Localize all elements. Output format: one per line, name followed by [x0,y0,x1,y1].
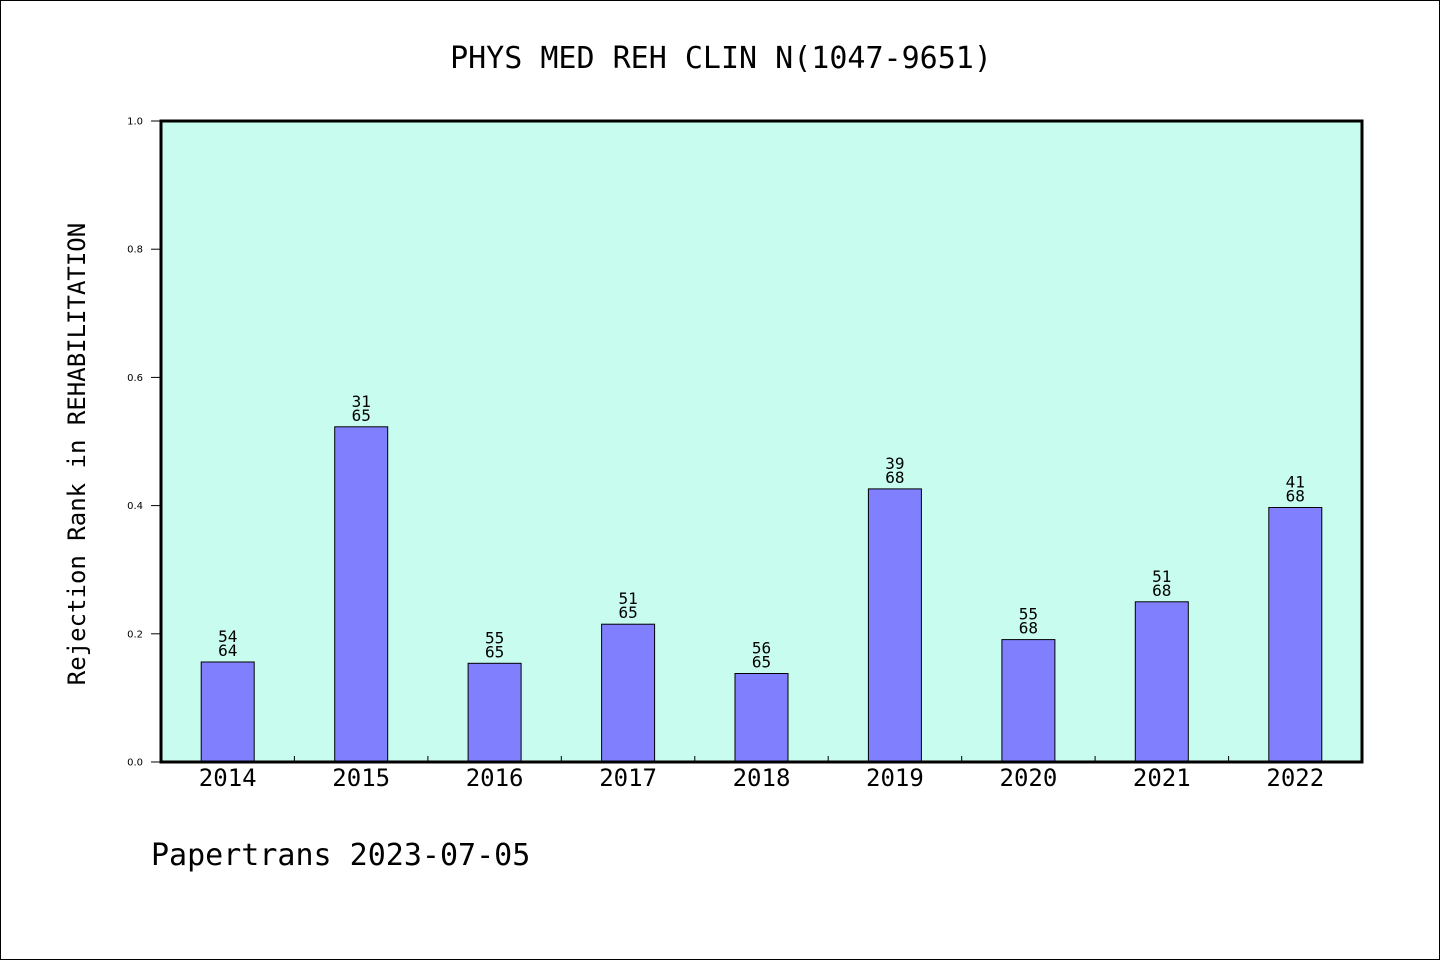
x-tick-label-2020: 2020 [1000,764,1058,792]
bar-2022 [1268,507,1323,763]
x-tick-label-2018: 2018 [733,764,791,792]
x-tick-label-2022: 2022 [1266,764,1324,792]
y-tick-label-1: 0.2 [127,629,143,640]
bar-2018 [734,673,789,763]
bar-label-top-2015: 31 [352,392,371,411]
bar-label-top-2017: 51 [618,589,637,608]
x-axis: 2014 2015 2016 2017 2018 2019 2020 2021 2022 [199,756,1324,792]
bar-label-bottom-2021: 68 [1152,581,1171,600]
bar-2014 [200,661,255,763]
x-tick-label-2021: 2021 [1133,764,1191,792]
y-tick-label-4: 0.8 [127,245,143,256]
y-axis-label: Rejection Rank in REHABILITATION [63,223,91,685]
bar-label-bottom-2017: 65 [618,603,637,622]
bar-label-bottom-2018: 65 [752,653,771,672]
bar-2017 [601,623,656,763]
bar-2020 [1001,639,1056,763]
footer-credit: Papertrans 2023-07-05 [151,838,530,873]
bar-label-bottom-2015: 65 [352,406,371,425]
bar-label-top-2020: 55 [1019,605,1038,624]
y-tick-label-0: 0.0 [127,758,143,769]
bar-label-bottom-2019: 68 [885,468,904,487]
bar-2019 [867,488,922,763]
bar-2021 [1134,601,1189,763]
bar-label-top-2021: 51 [1152,567,1171,586]
bar-label-bottom-2022: 68 [1286,487,1305,506]
x-tick-label-2014: 2014 [199,764,257,792]
bar-label-top-2019: 39 [885,454,904,473]
bar-2015 [334,426,389,763]
bar-label-top-2018: 56 [752,639,771,658]
bar-2016 [467,662,522,763]
bar-label-top-2016: 55 [485,628,504,647]
x-tick-label-2015: 2015 [332,764,390,792]
bar-label-bottom-2016: 65 [485,642,504,661]
bar-label-top-2014: 54 [218,627,237,646]
bars-group [200,426,1323,763]
bar-label-top-2022: 41 [1286,473,1305,492]
bar-label-bottom-2014: 64 [218,641,237,660]
plot-border [159,119,1364,764]
y-tick-label-5: 1.0 [127,117,143,128]
x-tick-label-2017: 2017 [599,764,657,792]
x-tick-label-2019: 2019 [866,764,924,792]
chart-title: PHYS MED REH CLIN N(1047-9651) [450,41,992,76]
bar-label-bottom-2020: 68 [1019,619,1038,638]
y-tick-label-3: 0.6 [127,373,143,384]
x-tick-label-2016: 2016 [466,764,524,792]
y-tick-label-2: 0.4 [127,501,143,512]
y-axis: 0.0 0.2 0.4 0.6 0.8 1.0 [127,117,161,769]
